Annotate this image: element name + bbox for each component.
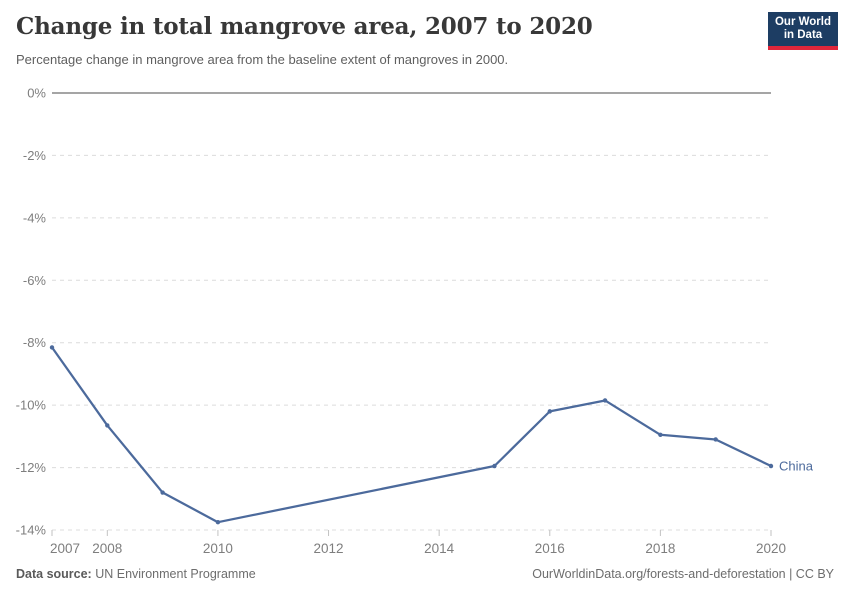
data-point xyxy=(492,463,497,469)
y-tick-label: -2% xyxy=(23,148,47,163)
attribution-link[interactable]: OurWorldinData.org/forests-and-deforesta… xyxy=(532,567,834,581)
y-tick-label: -12% xyxy=(16,460,47,475)
y-tick-label: -6% xyxy=(23,273,47,288)
x-tick-label: 2018 xyxy=(645,541,675,556)
data-point xyxy=(160,490,165,495)
data-point xyxy=(602,398,608,403)
data-source-value: UN Environment Programme xyxy=(95,567,256,581)
data-point xyxy=(49,345,55,350)
y-tick-label: 0% xyxy=(27,86,46,101)
data-point xyxy=(713,437,718,442)
data-point xyxy=(215,519,221,525)
chart-title: Change in total mangrove area, 2007 to 2… xyxy=(16,13,593,40)
data-source-label: Data source: xyxy=(16,567,92,581)
y-tick-label: -8% xyxy=(23,335,47,350)
x-tick-label: 2008 xyxy=(92,541,122,556)
x-tick-label: 2010 xyxy=(203,541,233,556)
chart-footer: Data source: UN Environment Programme Ou… xyxy=(16,567,834,581)
data-source: Data source: UN Environment Programme xyxy=(16,567,256,581)
x-tick-label: 2012 xyxy=(314,541,344,556)
entity-label: China xyxy=(779,459,814,474)
data-point xyxy=(658,432,663,437)
x-tick-label: 2016 xyxy=(535,541,565,556)
data-line-china xyxy=(50,346,773,524)
y-tick-label: -14% xyxy=(16,523,47,538)
x-tick-label: 2014 xyxy=(424,541,455,556)
data-point xyxy=(768,463,774,469)
owid-logo-line2: in Data xyxy=(783,29,823,41)
owid-logo-line1: Our World xyxy=(774,16,831,28)
owid-logo: Our World in Data xyxy=(768,12,838,50)
y-tick-label: -10% xyxy=(16,398,47,413)
data-point xyxy=(547,409,552,414)
y-tick-label: -4% xyxy=(23,210,47,225)
chart-subtitle: Percentage change in mangrove area from … xyxy=(16,52,509,67)
x-tick-label: 2020 xyxy=(756,541,786,556)
x-tick-label: 2007 xyxy=(50,541,80,556)
data-point xyxy=(105,423,110,428)
